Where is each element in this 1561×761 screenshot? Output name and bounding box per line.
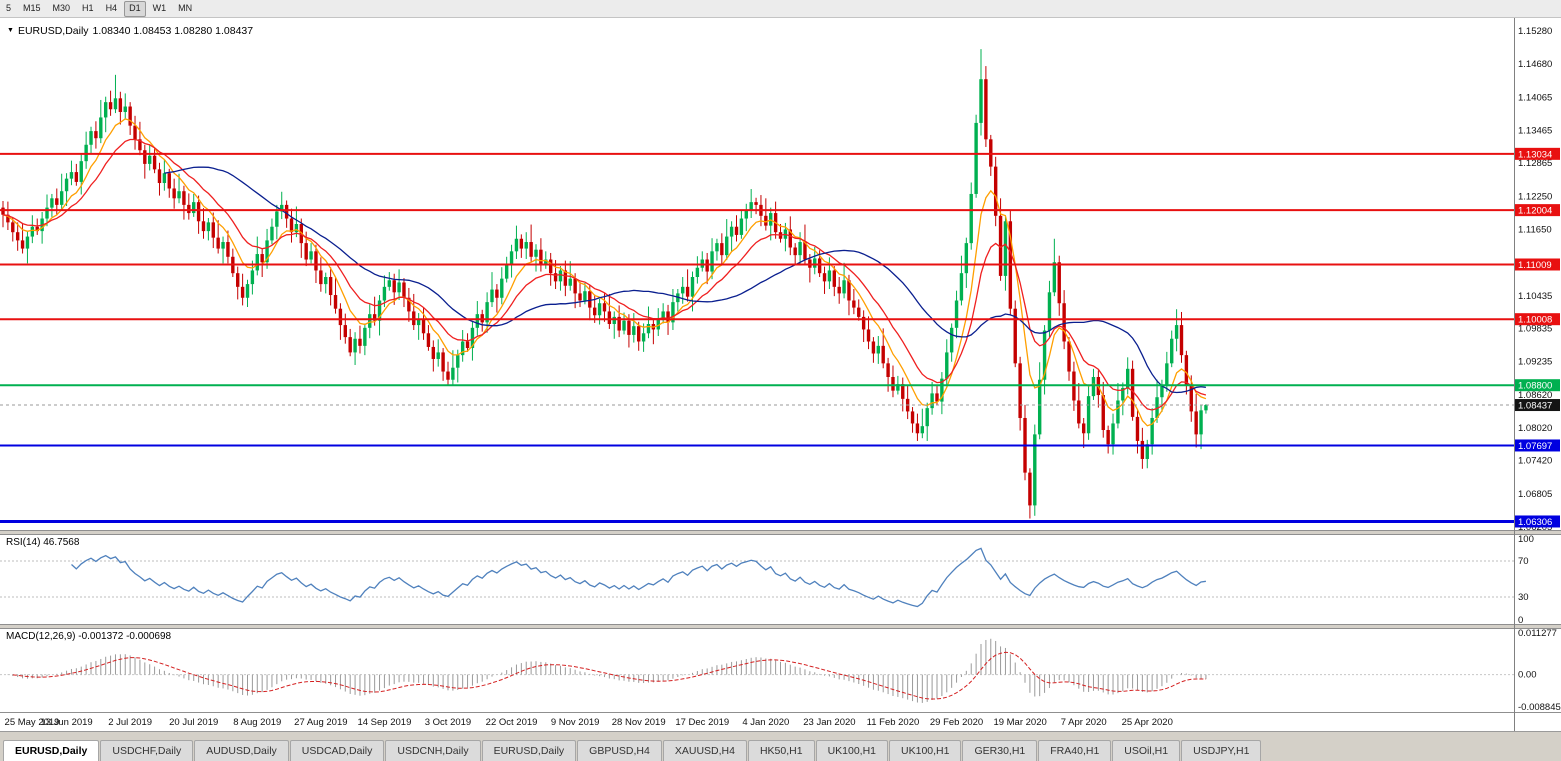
svg-text:70: 70 <box>1518 556 1529 567</box>
svg-text:1.09835: 1.09835 <box>1518 324 1552 335</box>
price-axis[interactable]: 1.15280 1.14680 1.14065 1.13465 1.12865 1.122… <box>1515 26 1560 533</box>
hlines-layer[interactable] <box>0 152 1514 523</box>
timeframe-button-mn[interactable]: MN <box>178 2 193 13</box>
svg-text:1.08020: 1.08020 <box>1518 423 1552 434</box>
svg-text:1.08800: 1.08800 <box>1518 381 1552 392</box>
svg-text:0: 0 <box>1518 615 1523 626</box>
svg-text:1.06306: 1.06306 <box>1518 517 1552 528</box>
chart-tab-fra40-h1[interactable]: FRA40,H1 <box>1038 740 1112 761</box>
svg-text:1.15280: 1.15280 <box>1518 26 1552 37</box>
svg-text:1.13034: 1.13034 <box>1518 149 1552 160</box>
rsi-panel: 100 70 30 0 <box>0 534 1534 626</box>
macd-panel: 0.011277 0.00 -0.008845 <box>0 628 1561 713</box>
svg-text:2 Jul 2019: 2 Jul 2019 <box>108 717 152 728</box>
chart-tab-xauusd-h4[interactable]: XAUUSD,H4 <box>662 740 747 761</box>
chart-tab-eurusd-daily[interactable]: EURUSD,Daily <box>481 740 577 761</box>
timeframe-button-h1[interactable]: H1 <box>82 2 94 13</box>
macd-indicator-label: MACD(12,26,9) -0.001372 -0.000698 <box>6 631 172 642</box>
chart-tab-usdcnh-daily[interactable]: USDCNH,Daily <box>385 740 481 761</box>
svg-text:1.07697: 1.07697 <box>1518 441 1552 452</box>
chart-tab-eurusd-daily[interactable]: EURUSD,Daily <box>3 740 100 761</box>
svg-text:1.10435: 1.10435 <box>1518 291 1552 302</box>
timeframe-button-w1[interactable]: W1 <box>152 2 167 13</box>
svg-text:1.14065: 1.14065 <box>1518 93 1552 104</box>
chart-title: ▼ EURUSD,Daily 1.08340 1.08453 1.08280 1… <box>7 25 253 37</box>
svg-text:28 Nov 2019: 28 Nov 2019 <box>612 717 666 728</box>
svg-text:22 Oct 2019: 22 Oct 2019 <box>486 717 538 728</box>
svg-text:1.11650: 1.11650 <box>1518 224 1552 235</box>
timeframe-button-h4[interactable]: H4 <box>105 2 118 13</box>
chart-tab-usdcad-daily[interactable]: USDCAD,Daily <box>289 740 385 761</box>
svg-text:9 Nov 2019: 9 Nov 2019 <box>551 717 600 728</box>
chart-tab-hk50-h1[interactable]: HK50,H1 <box>747 740 815 761</box>
timeframe-button-m15[interactable]: M15 <box>23 2 41 13</box>
svg-text:1.14680: 1.14680 <box>1518 59 1552 70</box>
chart-symbol-label: EURUSD,Daily <box>17 25 89 37</box>
candles-layer <box>1 49 1208 519</box>
svg-text:0.011277: 0.011277 <box>1518 628 1557 639</box>
svg-text:29 Feb 2020: 29 Feb 2020 <box>930 717 983 728</box>
svg-text:11 Feb 2020: 11 Feb 2020 <box>867 717 920 728</box>
svg-text:1.09235: 1.09235 <box>1518 356 1552 367</box>
timeframe-button-5[interactable]: 5 <box>6 2 12 13</box>
chart-tab-usdchf-daily[interactable]: USDCHF,Daily <box>100 740 194 761</box>
svg-text:7 Apr 2020: 7 Apr 2020 <box>1061 717 1107 728</box>
svg-text:0.00: 0.00 <box>1518 670 1537 681</box>
timeframe-button-d1[interactable]: D1 <box>124 0 146 17</box>
collapse-indicator-icon[interactable]: ▼ <box>7 26 14 34</box>
svg-text:25 Apr 2020: 25 Apr 2020 <box>1122 717 1173 728</box>
svg-text:1.08620: 1.08620 <box>1518 390 1552 401</box>
svg-text:14 Sep 2019: 14 Sep 2019 <box>357 717 411 728</box>
svg-text:1.10008: 1.10008 <box>1518 315 1552 326</box>
svg-text:19 Mar 2020: 19 Mar 2020 <box>993 717 1046 728</box>
svg-text:1.12004: 1.12004 <box>1518 206 1552 217</box>
chart-tab-uk100-h1[interactable]: UK100,H1 <box>815 740 889 761</box>
svg-text:30: 30 <box>1518 592 1529 603</box>
svg-text:1.11009: 1.11009 <box>1518 260 1552 271</box>
svg-text:13 Jun 2019: 13 Jun 2019 <box>40 717 92 728</box>
svg-text:27 Aug 2019: 27 Aug 2019 <box>294 717 347 728</box>
svg-text:17 Dec 2019: 17 Dec 2019 <box>675 717 729 728</box>
svg-text:-0.008845: -0.008845 <box>1518 702 1561 713</box>
chart-tab-usdjpy-h1[interactable]: USDJPY,H1 <box>1181 740 1262 761</box>
svg-text:23 Jan 2020: 23 Jan 2020 <box>803 717 855 728</box>
svg-text:3 Oct 2019: 3 Oct 2019 <box>425 717 471 728</box>
svg-text:1.13465: 1.13465 <box>1518 125 1552 136</box>
chart-tab-audusd-daily[interactable]: AUDUSD,Daily <box>194 740 289 761</box>
timeframe-toolbar: 5 M15 M30 H1 H4 D1 W1 MN <box>0 0 1561 18</box>
svg-text:4 Jan 2020: 4 Jan 2020 <box>742 717 789 728</box>
svg-text:25 May 2019: 25 May 2019 <box>5 717 60 728</box>
chart-tab-usoil-h1[interactable]: USOil,H1 <box>1112 740 1181 761</box>
chart-tabs-bar: EURUSD,Daily USDCHF,Daily AUDUSD,Daily USDC… <box>0 731 1561 761</box>
svg-text:100: 100 <box>1518 534 1534 545</box>
svg-text:1.07420: 1.07420 <box>1518 456 1552 467</box>
svg-text:1.08437: 1.08437 <box>1518 401 1552 412</box>
svg-text:1.06205: 1.06205 <box>1518 522 1552 533</box>
svg-text:8 Aug 2019: 8 Aug 2019 <box>233 717 281 728</box>
timeframe-button-m30[interactable]: M30 <box>52 2 71 13</box>
chart-ohlc-values: 1.08340 1.08453 1.08280 1.08437 <box>92 25 254 37</box>
svg-text:1.12250: 1.12250 <box>1518 192 1552 203</box>
moving-averages-layer <box>2 118 1207 427</box>
rsi-indicator-label: RSI(14) 46.7568 <box>6 537 80 548</box>
svg-text:1.12865: 1.12865 <box>1518 158 1552 169</box>
svg-text:1.06805: 1.06805 <box>1518 489 1552 500</box>
svg-text:20 Jul 2019: 20 Jul 2019 <box>169 717 218 728</box>
chart-tab-uk100-h1[interactable]: UK100,H1 <box>889 740 962 761</box>
chart-tab-ger30-h1[interactable]: GER30,H1 <box>962 740 1038 761</box>
chart-tab-gbpusd-h4[interactable]: GBPUSD,H4 <box>577 740 662 761</box>
